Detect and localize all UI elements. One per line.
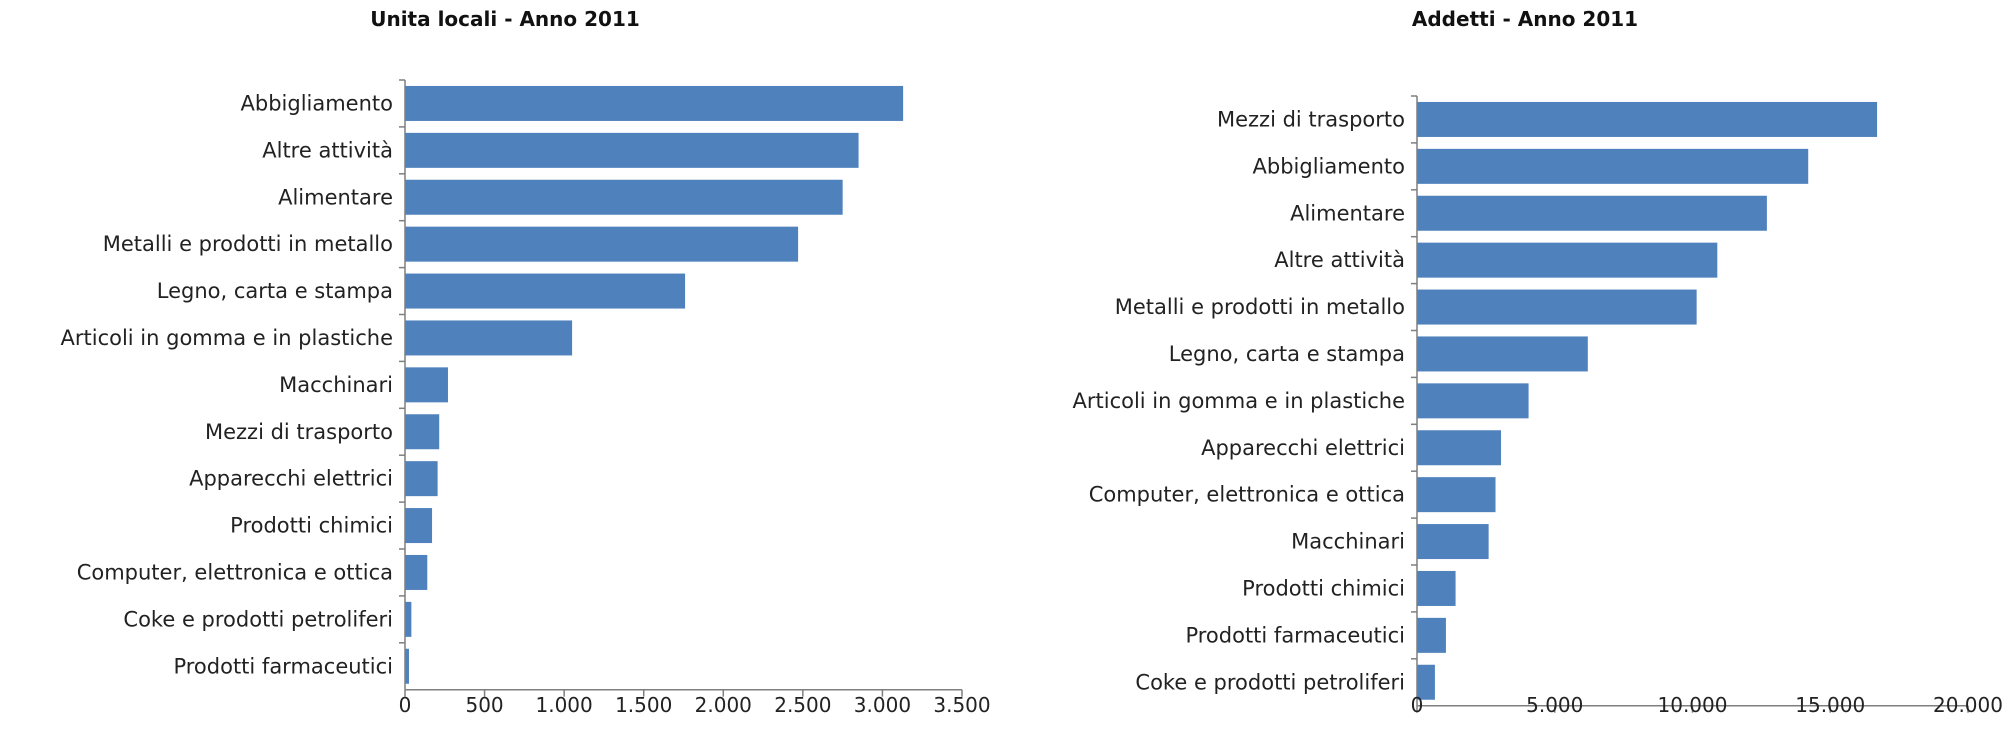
x-tick-label: 3.500 (933, 693, 990, 717)
bar (1417, 148, 1809, 184)
category-label: Prodotti chimici (1242, 576, 1405, 600)
x-tick-label: 1.500 (615, 693, 672, 717)
category-label: Legno, carta e stampa (157, 279, 393, 303)
x-tick-label: 2.500 (774, 693, 831, 717)
x-tick-label: 3.000 (854, 693, 911, 717)
category-label: Prodotti farmaceutici (173, 654, 393, 678)
bar (405, 132, 859, 168)
bar (405, 648, 409, 684)
category-label: Abbigliamento (241, 91, 394, 115)
x-tick-label: 0 (399, 693, 412, 717)
x-tick-label: 10.000 (1658, 693, 1728, 717)
bar (1417, 524, 1489, 560)
chart-title: Unita locali - Anno 2011 (370, 7, 640, 31)
category-label: Prodotti chimici (230, 514, 393, 538)
bar (405, 414, 440, 450)
bar (405, 508, 433, 544)
bar (1417, 383, 1529, 419)
category-label: Apparecchi elettrici (1201, 436, 1405, 460)
category-label: Metalli e prodotti in metallo (103, 232, 393, 256)
category-label: Articoli in gomma e in plastiche (1073, 389, 1406, 413)
category-label: Alimentare (278, 185, 393, 209)
category-label: Altre attività (1274, 248, 1405, 272)
category-label: Prodotti farmaceutici (1185, 623, 1405, 647)
bar (1417, 242, 1718, 278)
bar (405, 273, 686, 309)
bar (1417, 195, 1767, 231)
bar (1417, 477, 1496, 513)
bar (405, 461, 438, 497)
category-label: Computer, elettronica e ottica (1089, 483, 1405, 507)
category-label: Computer, elettronica e ottica (77, 560, 393, 584)
x-tick-label: 1.000 (536, 693, 593, 717)
category-label: Mezzi di trasporto (1217, 107, 1405, 131)
bar (405, 554, 428, 590)
chart-addetti: Addetti - Anno 2011 Mezzi di trasporto Ab… (1073, 7, 2003, 717)
category-label: Coke e prodotti petroliferi (1135, 670, 1405, 694)
category-label: Alimentare (1290, 201, 1405, 225)
category-label: Macchinari (279, 373, 393, 397)
bar (405, 601, 412, 637)
chart-title: Addetti - Anno 2011 (1412, 7, 1638, 31)
x-tick-label: 0 (1411, 693, 1424, 717)
bar (405, 179, 843, 215)
x-tick-label: 15.000 (1795, 693, 1865, 717)
bar (405, 85, 904, 121)
category-label: Mezzi di trasporto (205, 420, 393, 444)
x-tick-label: 20.000 (1933, 693, 2003, 717)
bar (1417, 664, 1435, 700)
x-tick-label: 5.000 (1526, 693, 1583, 717)
bar (405, 226, 799, 262)
bar (1417, 336, 1588, 372)
category-label: Articoli in gomma e in plastiche (61, 326, 394, 350)
bar (1417, 430, 1502, 466)
bar (1417, 570, 1456, 606)
x-tick-label: 2.000 (695, 693, 752, 717)
chart-unita-locali: Unita locali - Anno 2011 Abbigliamento Al… (61, 7, 991, 717)
bar (405, 367, 448, 403)
bar (1417, 101, 1878, 137)
bar (1417, 617, 1446, 653)
category-label: Altre attività (262, 138, 393, 162)
bar (405, 320, 573, 356)
category-label: Legno, carta e stampa (1169, 342, 1405, 366)
category-label: Apparecchi elettrici (189, 467, 393, 491)
category-label: Coke e prodotti petroliferi (123, 607, 393, 631)
category-label: Macchinari (1291, 530, 1405, 554)
x-tick-label: 500 (465, 693, 503, 717)
bar (1417, 289, 1697, 325)
category-label: Abbigliamento (1253, 154, 1406, 178)
category-label: Metalli e prodotti in metallo (1115, 295, 1405, 319)
